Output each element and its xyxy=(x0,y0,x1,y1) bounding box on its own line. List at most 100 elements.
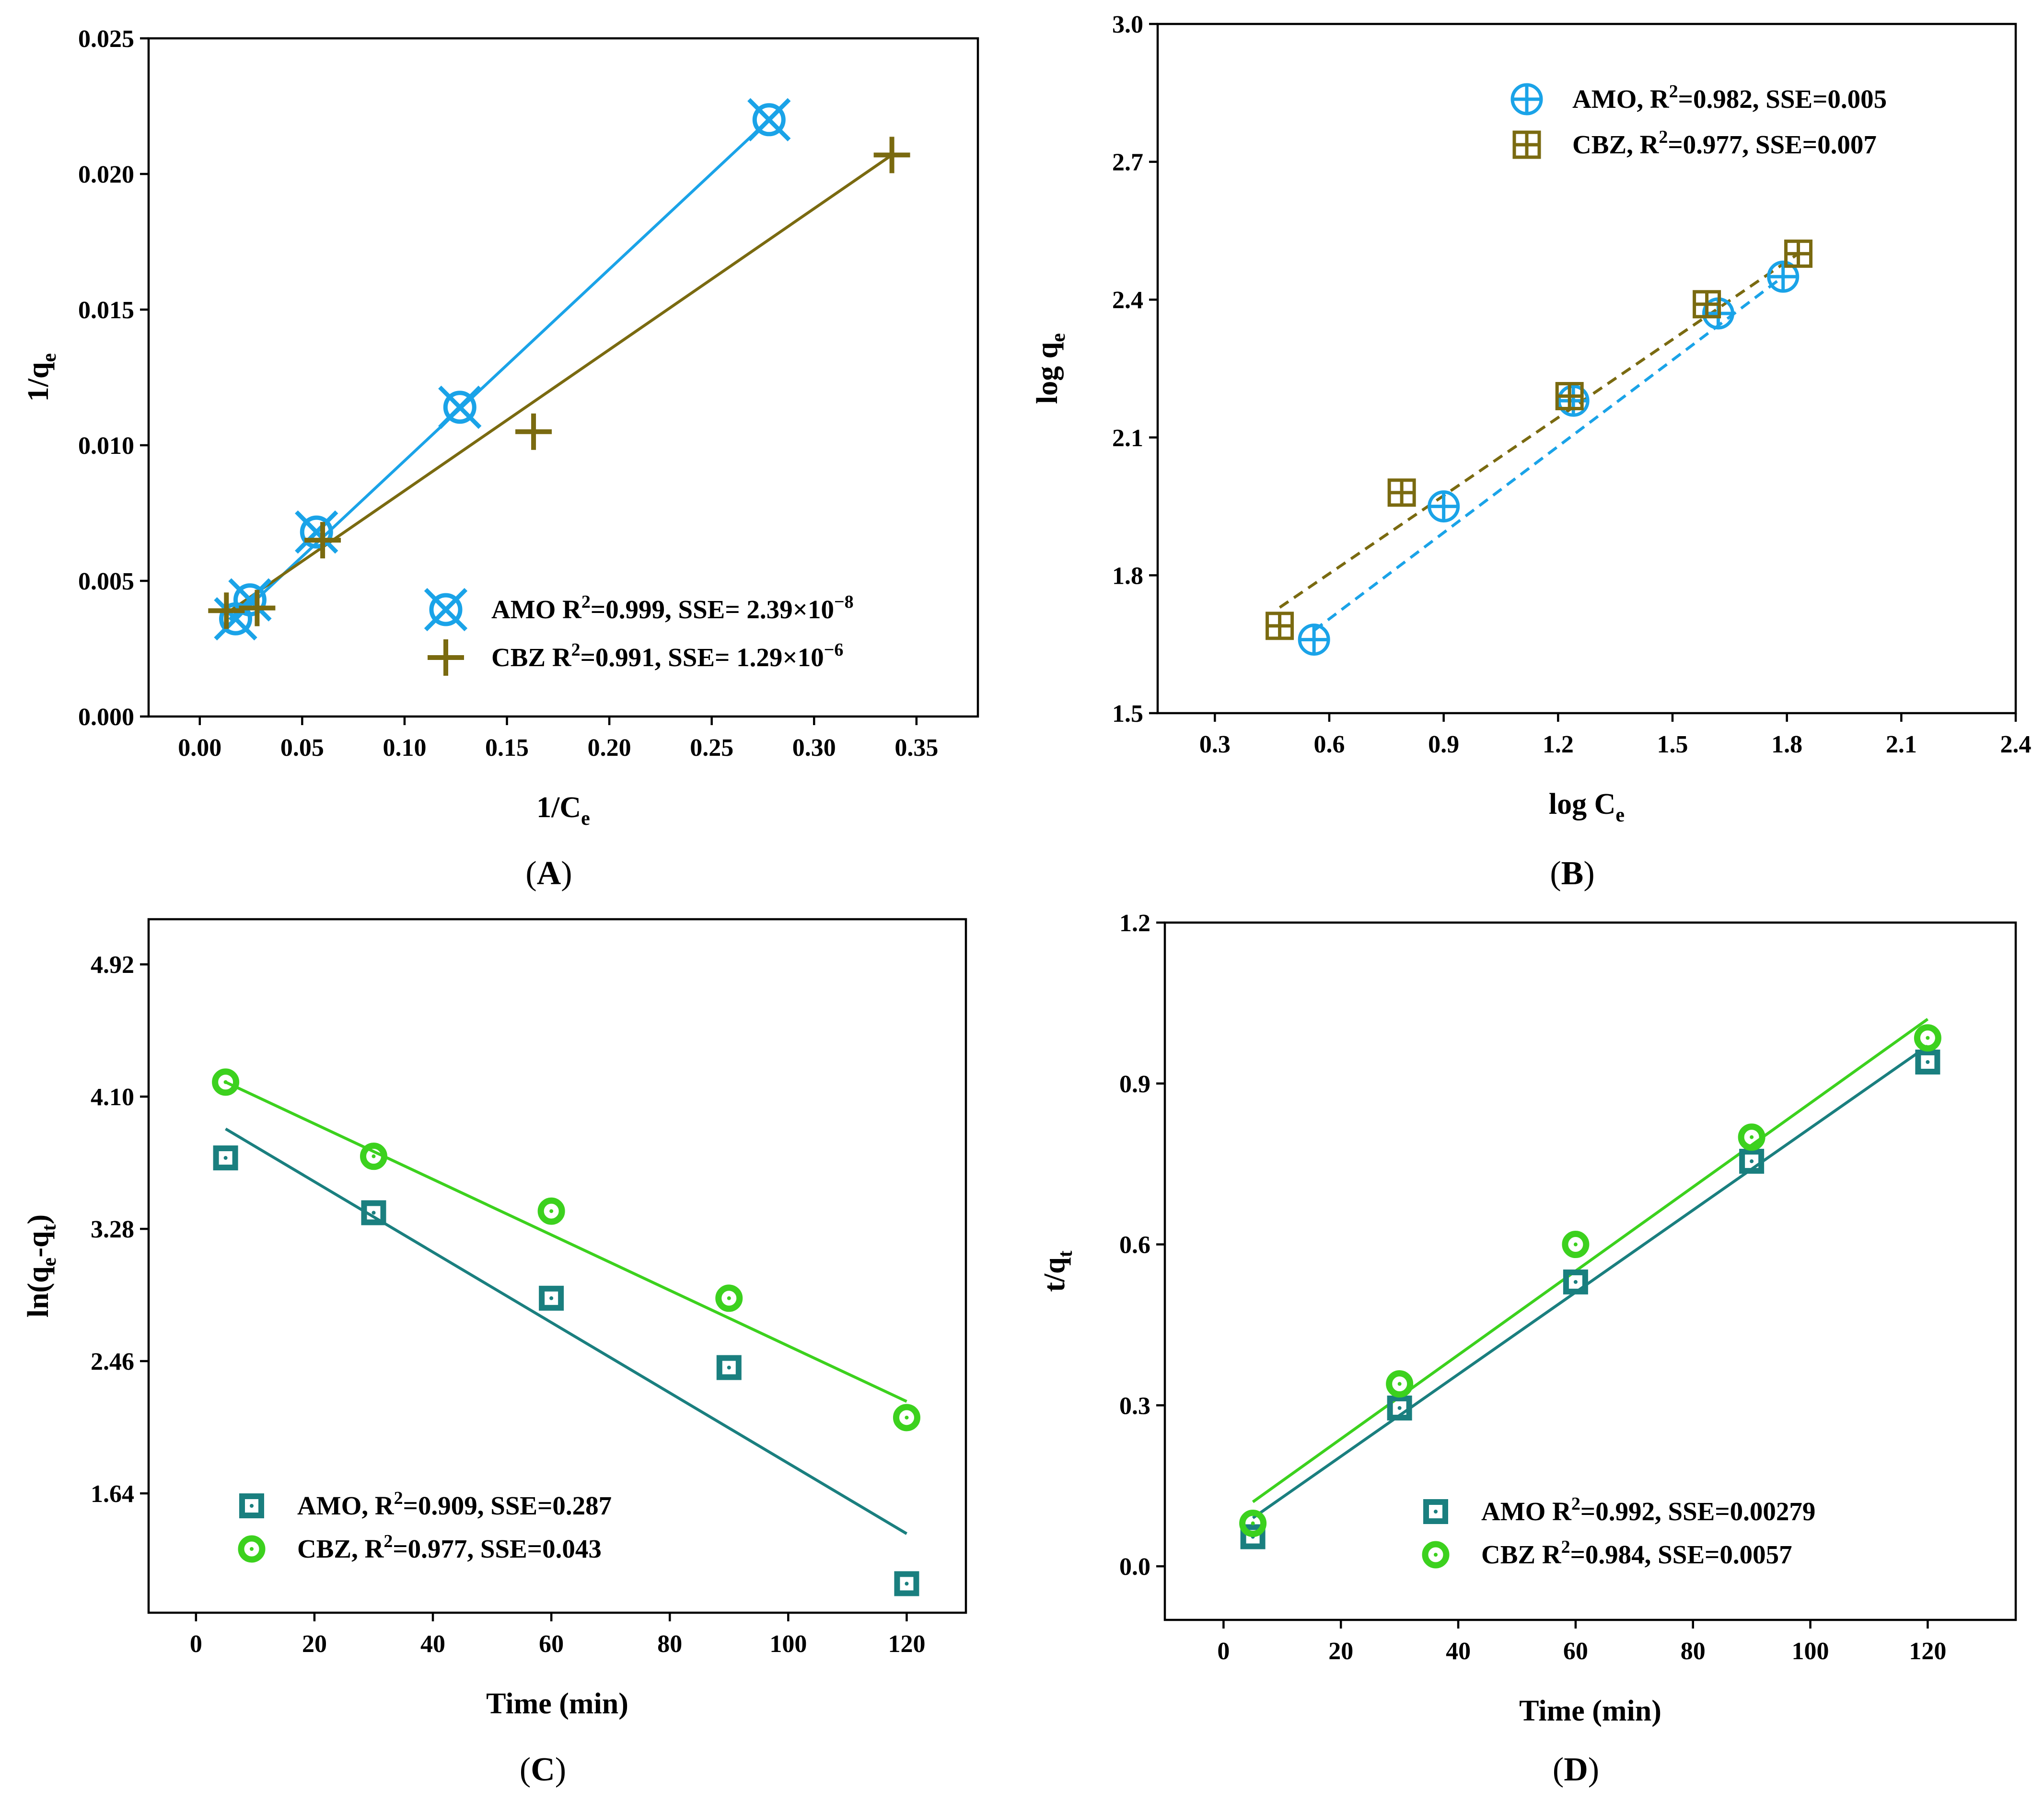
y-axis-title-main: 1/q xyxy=(22,362,55,402)
marker-ring xyxy=(212,1068,240,1096)
y-tick-label: 2.46 xyxy=(91,1348,134,1375)
marker-cross xyxy=(1768,262,1798,291)
legend-label-main: =0.991, SSE= 1.29×10 xyxy=(581,643,824,672)
data-point-cbz xyxy=(1562,1231,1590,1259)
data-point-cbz xyxy=(239,589,276,626)
marker-cross xyxy=(1786,241,1811,266)
y-tick-label: 3.0 xyxy=(1112,11,1143,38)
data-point-cbz xyxy=(1693,290,1721,319)
x-tick-label: 1.5 xyxy=(1657,731,1688,758)
marker-ring xyxy=(893,1404,920,1432)
data-point-cbz xyxy=(1555,382,1584,411)
marker-box xyxy=(361,1200,386,1225)
y-axis-title-main: ) xyxy=(22,1214,55,1225)
legend-label: AMO R2=0.999, SSE= 2.39×10−8 xyxy=(491,592,854,624)
fit-line-cbz xyxy=(225,153,893,615)
marker-box xyxy=(1739,1149,1765,1174)
data-point-amo xyxy=(1428,490,1460,523)
data-point-cbz xyxy=(537,1197,565,1225)
panel-label: (C) xyxy=(520,1751,566,1788)
legend-marker-cross xyxy=(428,639,464,676)
fit-line-cbz xyxy=(1252,1018,1929,1503)
marker-ring xyxy=(752,103,786,137)
y-axis-title: log qe xyxy=(1031,333,1069,404)
marker-cross xyxy=(1557,383,1582,409)
marker-box xyxy=(539,1285,564,1311)
data-point-amo xyxy=(1767,260,1800,293)
x-axis-title-main: log C xyxy=(1549,788,1616,820)
marker-cross xyxy=(515,413,552,450)
y-axis-title-main: log q xyxy=(1031,342,1064,404)
marker-cross xyxy=(208,592,245,629)
data-point-cbz xyxy=(873,137,910,173)
y-tick-label: 0.6 xyxy=(1119,1232,1150,1259)
data-point-amo xyxy=(228,578,272,622)
y-tick-label: 0.9 xyxy=(1119,1071,1150,1098)
marker-ring xyxy=(233,583,267,617)
marker-dot xyxy=(1397,1382,1402,1386)
y-tick-label: 1.5 xyxy=(1112,700,1143,728)
legend-label-main: CBZ, R xyxy=(1572,130,1660,159)
x-axis-title: Time (min) xyxy=(1519,1695,1661,1727)
legend-label-sup: 2 xyxy=(383,1531,393,1551)
plot-frame xyxy=(147,37,979,718)
marker-ring xyxy=(300,515,333,549)
x-tick-label: 80 xyxy=(657,1630,682,1658)
data-point-cbz xyxy=(212,1068,240,1096)
legend-marker-ring xyxy=(1422,1541,1450,1569)
x-tick-label: 0.00 xyxy=(178,734,221,762)
y-tick-label: 0.025 xyxy=(78,25,134,53)
marker-cross xyxy=(1267,613,1292,638)
y-tick-label: 1.2 xyxy=(1119,910,1150,937)
legend-label-main: =0.992, SSE=0.00279 xyxy=(1580,1497,1816,1526)
legend-label-main: AMO R xyxy=(1481,1497,1572,1526)
data-point-amo xyxy=(1387,1395,1412,1421)
marker-dot xyxy=(549,1209,554,1213)
marker-dot xyxy=(727,1296,731,1300)
legend-label-main: =0.977, SSE=0.043 xyxy=(393,1534,602,1563)
legend-label: CBZ R2=0.984, SSE=0.0057 xyxy=(1481,1537,1792,1569)
x-tick-label: 0.05 xyxy=(280,734,324,762)
marker-ring xyxy=(1914,1024,1941,1052)
panel-label: (B) xyxy=(1550,855,1594,892)
y-axis-title: ln(qe-qt) xyxy=(22,1214,60,1317)
y-axis-title-sub: t xyxy=(1055,1250,1077,1257)
x-tick-label: 20 xyxy=(302,1630,327,1658)
legend-label-sup: 2 xyxy=(581,592,591,612)
panel-label-letter: D xyxy=(1564,1751,1588,1788)
marker-cross xyxy=(1389,480,1415,505)
x-tick-label: 80 xyxy=(1681,1638,1706,1665)
data-point-amo xyxy=(716,1355,742,1380)
panel-label: (D) xyxy=(1553,1751,1599,1788)
x-tick-label: 120 xyxy=(888,1630,925,1658)
plot-frame xyxy=(1163,921,2017,1621)
data-point-cbz xyxy=(893,1404,920,1432)
data-point-cbz xyxy=(715,1284,743,1312)
x-tick-label: 120 xyxy=(1909,1638,1946,1665)
plot-frame xyxy=(147,918,967,1614)
fit-line-cbz xyxy=(225,1081,907,1403)
legend-label-main: =0.999, SSE= 2.39×10 xyxy=(591,595,834,624)
marker-dot xyxy=(1397,1406,1402,1410)
chart-panel-a: 0.00 0.05 0.10 0.15 0.20 0.25 0.30 0.35 0.000 0.0… xyxy=(22,25,979,892)
y-tick-label: 1.64 xyxy=(91,1480,134,1508)
legend-label-main: CBZ R xyxy=(1481,1540,1562,1569)
legend-marker-cross xyxy=(1514,132,1539,157)
data-point-cbz xyxy=(208,592,245,629)
legend-label-sup: −6 xyxy=(824,640,844,660)
panel-label-letter: C xyxy=(531,1751,555,1788)
x-tick-label: 1.8 xyxy=(1771,731,1802,758)
panel-label-letter: B xyxy=(1561,855,1584,892)
y-tick-label: 0.020 xyxy=(78,161,134,188)
legend-label: CBZ, R2=0.977, SSE=0.007 xyxy=(1572,127,1877,159)
panel-label-paren: ( xyxy=(1550,855,1561,892)
x-tick-label: 100 xyxy=(769,1630,807,1658)
data-point-amo xyxy=(438,385,482,429)
marker-dot xyxy=(1926,1036,1930,1040)
legend-marker-dot xyxy=(250,1504,254,1508)
panel-label-paren: ) xyxy=(1583,855,1594,892)
x-axis-title: Time (min) xyxy=(486,1687,628,1720)
y-tick-label: 1.8 xyxy=(1112,562,1143,589)
x-tick-label: 0 xyxy=(190,1630,202,1658)
legend-label-main: CBZ R xyxy=(491,643,572,672)
